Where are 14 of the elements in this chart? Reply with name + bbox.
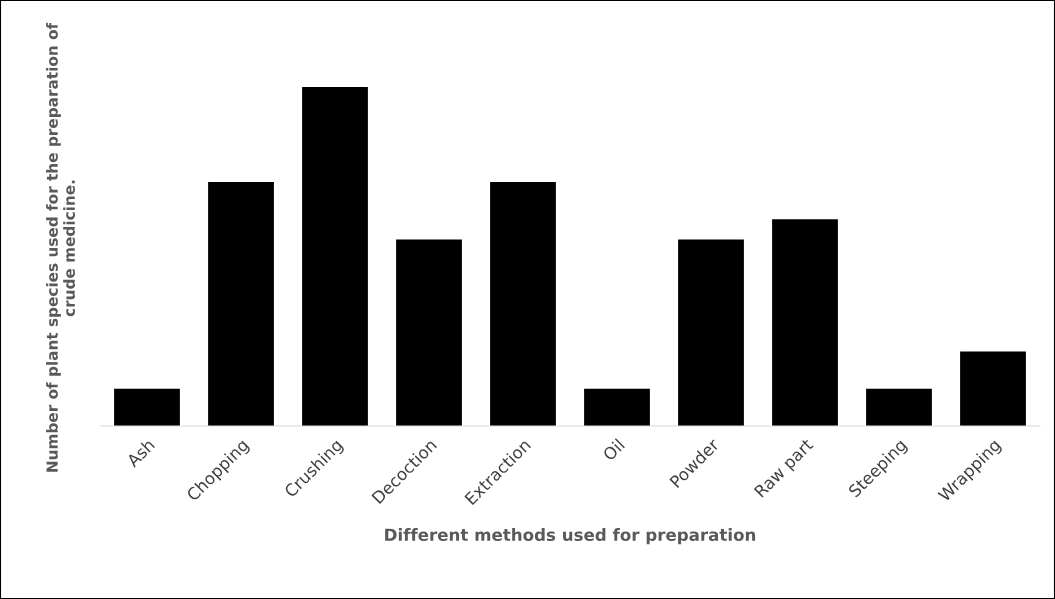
bar (772, 219, 838, 426)
x-axis-title: Different methods used for preparation (385, 528, 756, 545)
bar (302, 86, 368, 426)
y-axis-title: Number of plant species used for the preparation of crude medicine. (46, 22, 75, 472)
bar (584, 388, 650, 426)
x-tick-label: Oil (601, 438, 626, 462)
bar (866, 388, 932, 426)
bar (208, 181, 274, 426)
bar (678, 239, 744, 426)
bar (114, 388, 180, 426)
bar (960, 351, 1026, 426)
bar (396, 239, 462, 426)
x-tick-label: Ash (125, 438, 156, 468)
bar (490, 181, 556, 426)
